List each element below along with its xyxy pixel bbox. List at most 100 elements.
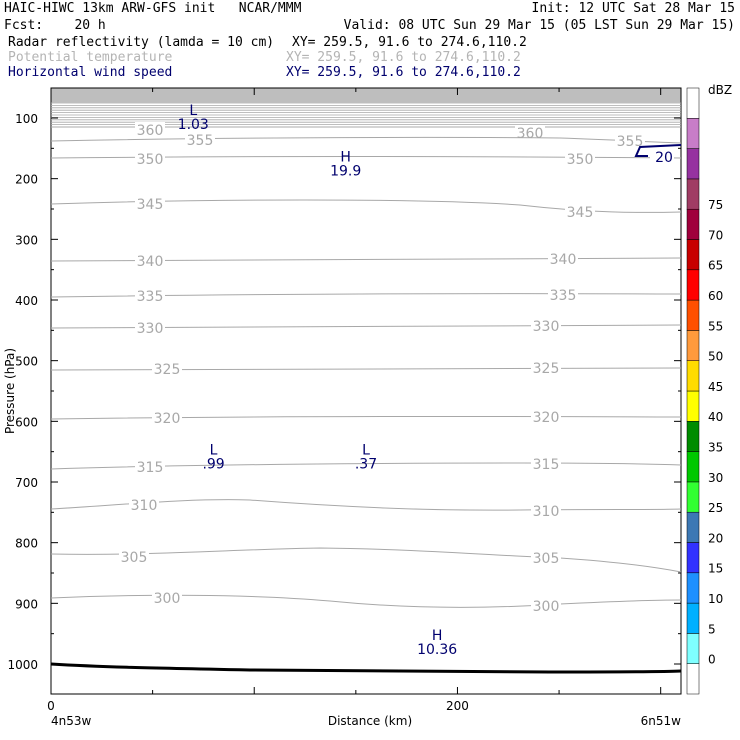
colorbar-swatch xyxy=(686,118,700,149)
theta-label-bg xyxy=(531,409,561,423)
header-init-time: Init: 12 UTC Sat 28 Mar 15 xyxy=(531,1,736,16)
colorbar-swatch xyxy=(686,633,700,664)
wind-contour-20 xyxy=(634,144,682,157)
extremum-l-symbol: L xyxy=(210,443,218,459)
colorbar-swatch xyxy=(686,421,700,452)
wind-contour-label: 20 xyxy=(655,150,673,166)
field-theta-name: Potential temperature xyxy=(8,50,173,65)
y-tick-label: 100 xyxy=(15,112,38,126)
theta-label-bg xyxy=(185,132,215,146)
extremum-value: .37 xyxy=(355,457,377,473)
colorbar-level-label: 65 xyxy=(708,259,723,273)
colorbar-swatch xyxy=(686,542,700,574)
theta-label-340: 340 xyxy=(550,252,577,268)
theta-label-320: 320 xyxy=(154,411,181,427)
wind-label-bg xyxy=(650,150,674,163)
y-tick-label: 800 xyxy=(15,537,38,551)
x-tick-label: 0 xyxy=(47,699,55,713)
extremum-l-symbol: L xyxy=(362,443,370,459)
theta-label-345: 345 xyxy=(567,205,594,221)
header-valid-time: Valid: 08 UTC Sun 29 Mar 15 (05 LST Sun … xyxy=(343,18,735,33)
x-tick-label: 200 xyxy=(446,699,469,713)
theta-label-305: 305 xyxy=(533,551,560,567)
theta-contour-345 xyxy=(50,199,682,213)
theta-label-bg xyxy=(135,196,165,210)
theta-label-315: 315 xyxy=(533,457,560,473)
field-reflectivity-xy: XY= 259.5, 91.6 to 274.6,110.2 xyxy=(292,35,527,50)
theta-label-bg xyxy=(129,497,159,511)
colorbar-swatch xyxy=(686,178,700,210)
colorbar-swatch xyxy=(686,330,700,361)
theta-label-320: 320 xyxy=(533,410,560,426)
theta-label-bg xyxy=(548,251,578,265)
theta-label-325: 325 xyxy=(154,362,181,378)
theta-label-330: 330 xyxy=(137,321,164,337)
extremum-h-symbol: H xyxy=(340,149,351,165)
y-tick-label: 1000 xyxy=(7,658,38,672)
header-forecast-hour: Fcst: 20 h xyxy=(4,18,106,33)
extremum-value: 10.36 xyxy=(417,642,457,658)
field-theta-xy: XY= 259.5, 91.6 to 274.6,110.2 xyxy=(286,50,521,65)
y-axis-title: Pressure (hPa) xyxy=(3,348,17,434)
theta-label-bg xyxy=(565,151,595,165)
colorbar-level-label: 35 xyxy=(708,440,723,454)
y-tick-label: 600 xyxy=(15,415,38,429)
theta-label-bg xyxy=(515,125,545,139)
theta-label-315: 315 xyxy=(137,460,164,476)
theta-label-bg xyxy=(135,288,165,302)
terrain-line xyxy=(50,662,682,674)
theta-label-bg xyxy=(152,410,182,424)
theta-label-350: 350 xyxy=(137,152,164,168)
theta-label-340: 340 xyxy=(137,254,164,270)
colorbar-swatch xyxy=(686,269,700,301)
theta-contour-305 xyxy=(50,547,682,573)
theta-label-bg xyxy=(531,503,561,517)
theta-label-360: 360 xyxy=(517,126,544,142)
colorbar-swatch xyxy=(686,451,700,483)
colorbar-level-label: 50 xyxy=(708,350,723,364)
colorbar-level-label: 70 xyxy=(708,228,723,242)
theta-label-bg xyxy=(152,590,182,604)
colorbar-swatch xyxy=(686,602,700,634)
theta-label-355: 355 xyxy=(187,133,214,149)
colorbar-swatch xyxy=(686,511,700,543)
theta-label-310: 310 xyxy=(533,504,560,520)
theta-label-bg xyxy=(152,361,182,375)
theta-label-bg xyxy=(531,550,561,564)
colorbar-level-label: 45 xyxy=(708,380,723,394)
extremum-value: 19.9 xyxy=(330,163,361,179)
colorbar-level-label: 25 xyxy=(708,501,723,515)
extremum-value: 1.03 xyxy=(178,117,209,133)
theta-label-bg xyxy=(615,133,645,147)
theta-label-bg xyxy=(135,151,165,165)
colorbar-swatch xyxy=(686,663,700,695)
field-wind-name: Horizontal wind speed xyxy=(8,65,173,80)
y-tick-label: 200 xyxy=(15,173,38,187)
y-tick-label: 400 xyxy=(15,294,38,308)
colorbar-swatch xyxy=(686,208,700,240)
theta-label-bg xyxy=(531,456,561,470)
theta-label-bg xyxy=(135,122,165,136)
theta-label-305: 305 xyxy=(121,550,148,566)
colorbar-swatch xyxy=(686,299,700,331)
colorbar-level-label: 5 xyxy=(708,622,716,636)
theta-label-bg xyxy=(531,360,561,374)
colorbar-swatch xyxy=(686,148,700,180)
colorbar-level-label: 20 xyxy=(708,531,723,545)
theta-label-350: 350 xyxy=(567,152,594,168)
header-title: HAIC-HIWC 13km ARW-GFS init NCAR/MMM xyxy=(4,1,302,16)
colorbar-swatch xyxy=(686,390,700,422)
upper-shaded-band xyxy=(51,88,681,103)
right-endpoint-label: 6n51w xyxy=(641,714,682,728)
colorbar-swatch xyxy=(686,481,700,513)
colorbar-level-label: 75 xyxy=(708,198,723,212)
theta-label-bg xyxy=(565,204,595,218)
theta-label-bg xyxy=(135,459,165,473)
field-wind-xy: XY= 259.5, 91.6 to 274.6,110.2 xyxy=(286,65,521,80)
theta-label-355: 355 xyxy=(617,134,644,150)
colorbar-level-label: 15 xyxy=(708,562,723,576)
colorbar-swatch xyxy=(686,239,700,271)
theta-label-bg xyxy=(135,253,165,267)
colorbar-swatch xyxy=(686,572,700,604)
x-axis-title: Distance (km) xyxy=(328,714,412,728)
